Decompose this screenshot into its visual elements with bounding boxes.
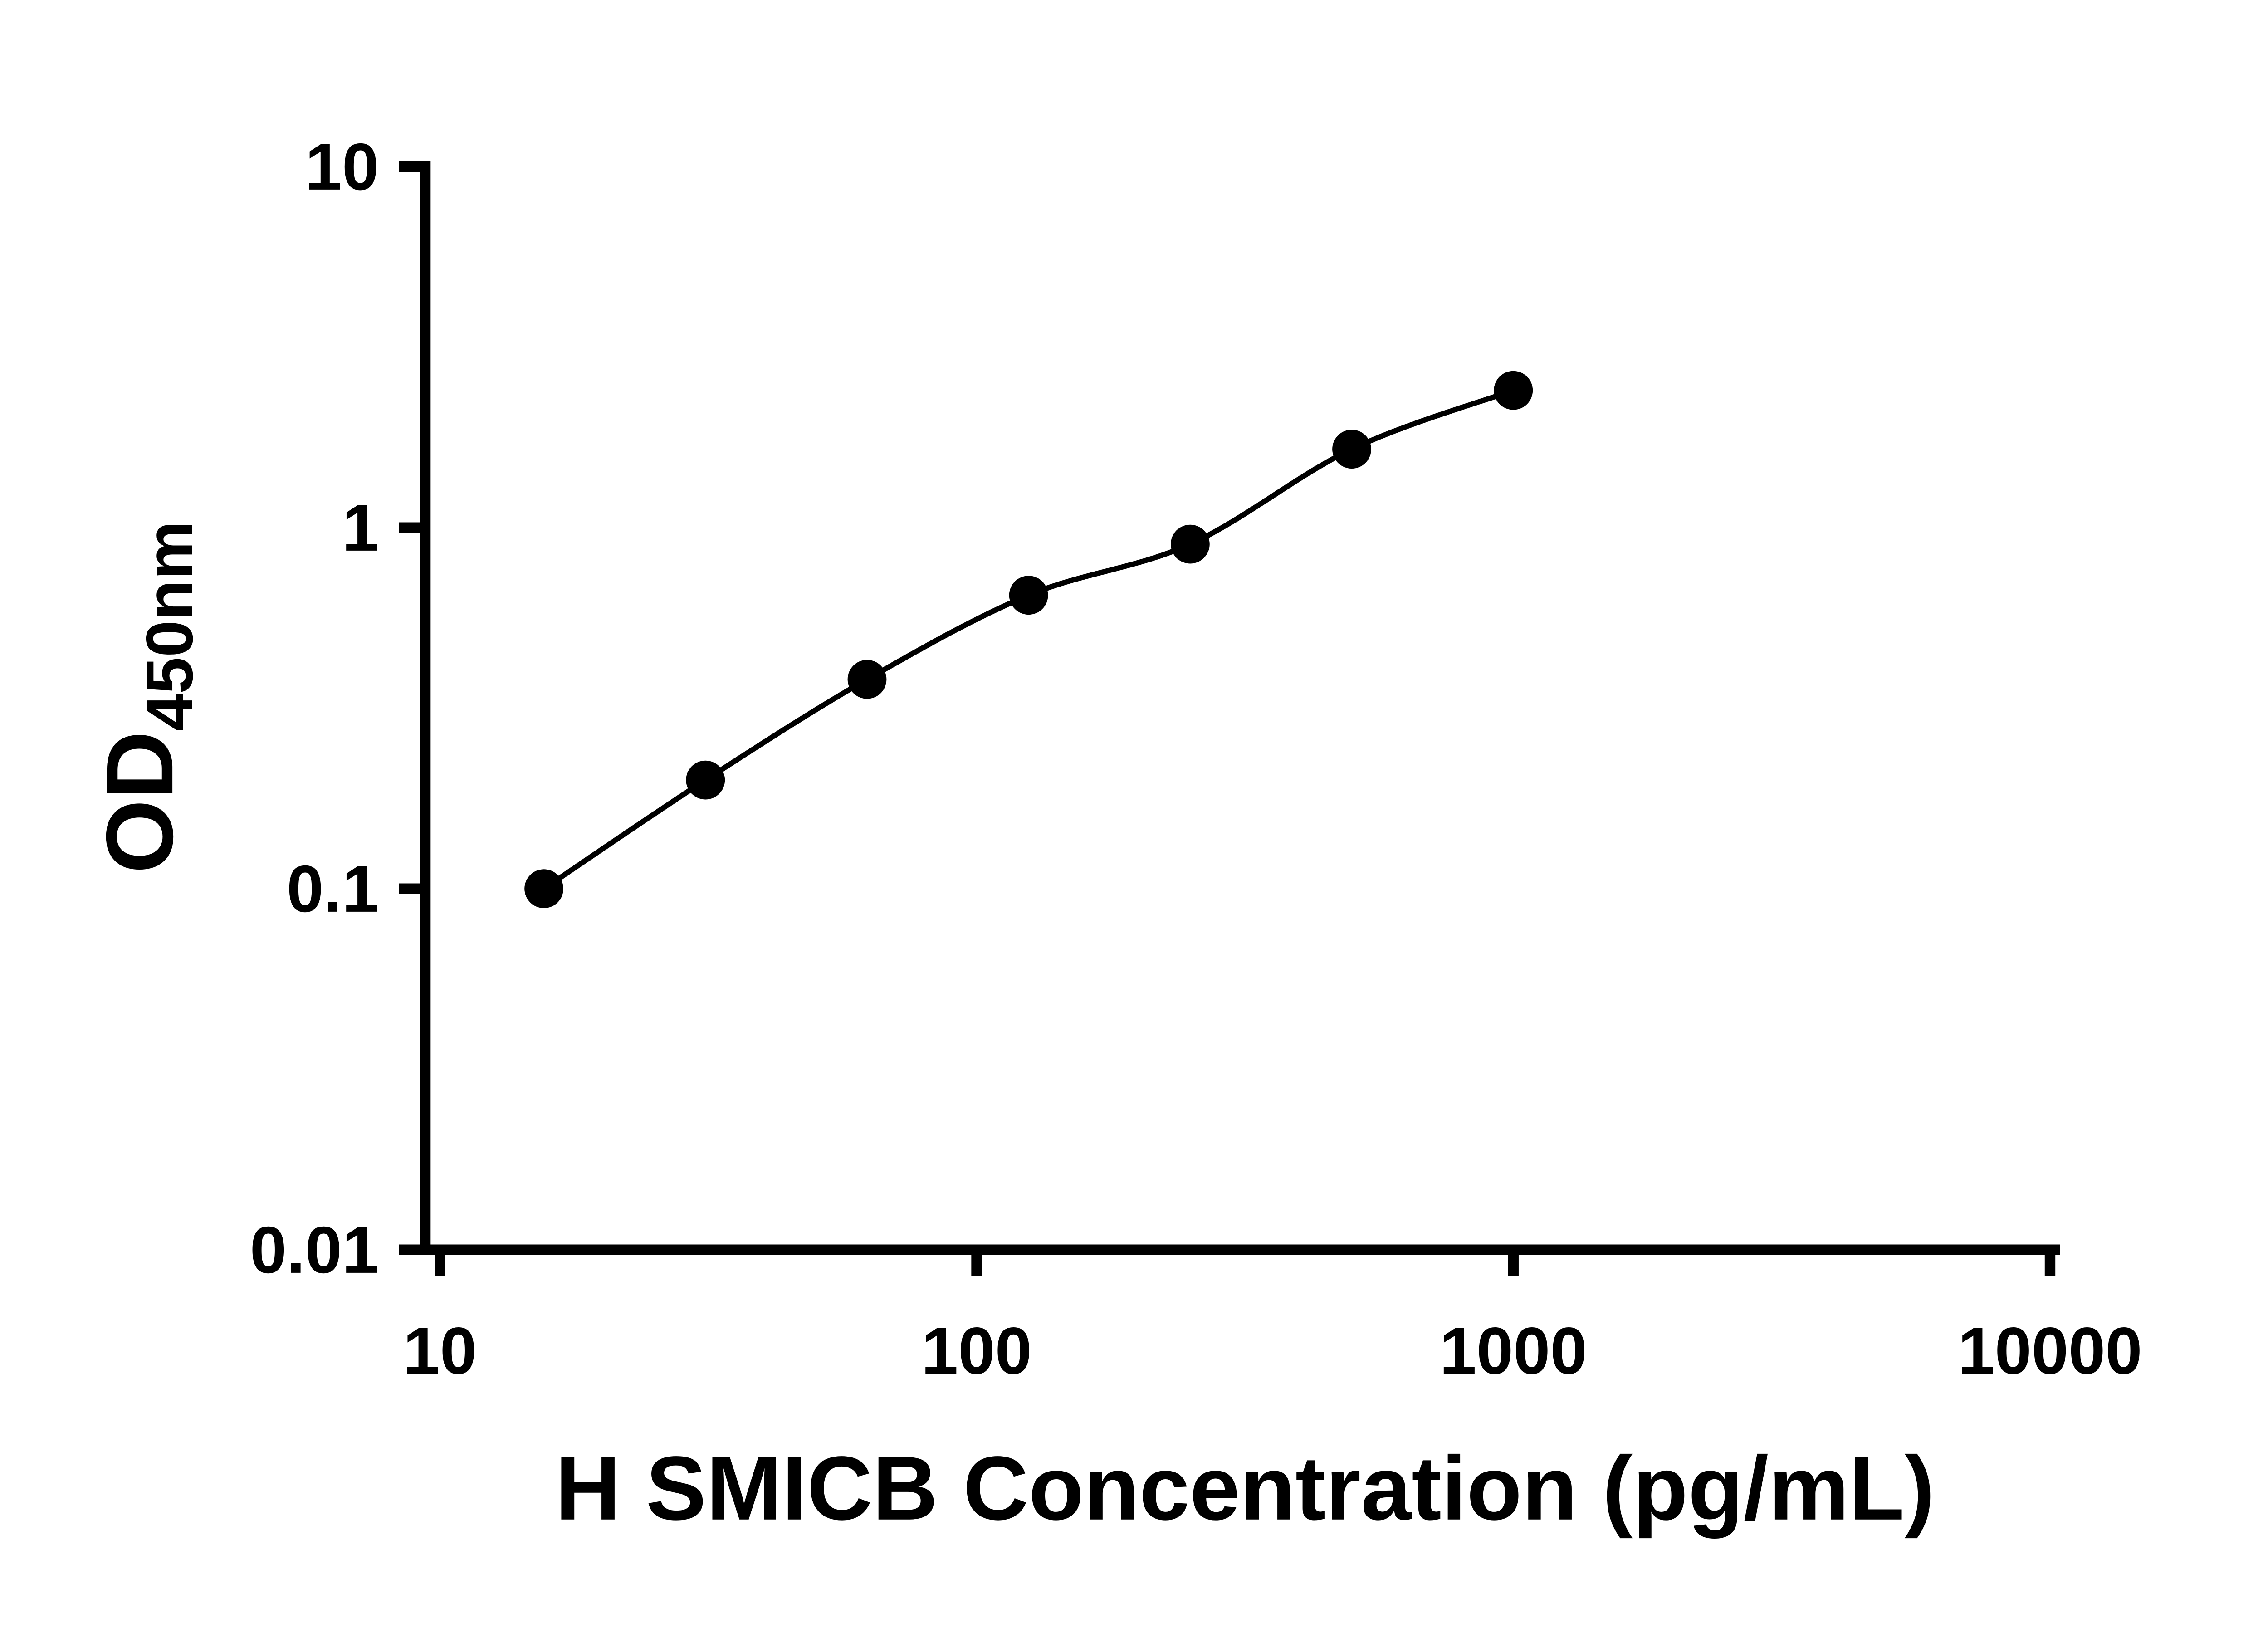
axes-layer: 10 1 0.1 0.01 10 100 1000 10000 xyxy=(250,130,2142,1388)
data-point-marker xyxy=(686,760,725,800)
x-axis-title: H SMICB Concentration (pg/mL) xyxy=(555,1438,1935,1539)
x-tick-label: 100 xyxy=(921,1314,1032,1388)
y-tick-label: 10 xyxy=(305,130,379,204)
y-tick-label: 1 xyxy=(342,491,379,565)
x-tick-label: 1000 xyxy=(1440,1314,1587,1388)
x-tick-label: 10000 xyxy=(1958,1314,2142,1388)
x-tick-label: 10 xyxy=(403,1314,477,1388)
data-point-marker xyxy=(847,660,887,699)
y-axis-title: OD450nm xyxy=(87,521,206,874)
y-axis-title-subscript: 450nm xyxy=(132,521,206,731)
y-tick-label: 0.01 xyxy=(250,1213,379,1287)
data-point-marker xyxy=(1332,430,1371,469)
data-point-marker xyxy=(524,869,564,909)
series-layer xyxy=(524,371,1533,909)
data-point-marker xyxy=(1009,576,1048,615)
data-point-marker xyxy=(1170,524,1210,564)
data-point-marker xyxy=(1494,371,1533,410)
y-axis-title-main: OD xyxy=(87,731,193,873)
standard-curve-line xyxy=(541,387,1516,892)
y-tick-label: 0.1 xyxy=(287,852,379,926)
